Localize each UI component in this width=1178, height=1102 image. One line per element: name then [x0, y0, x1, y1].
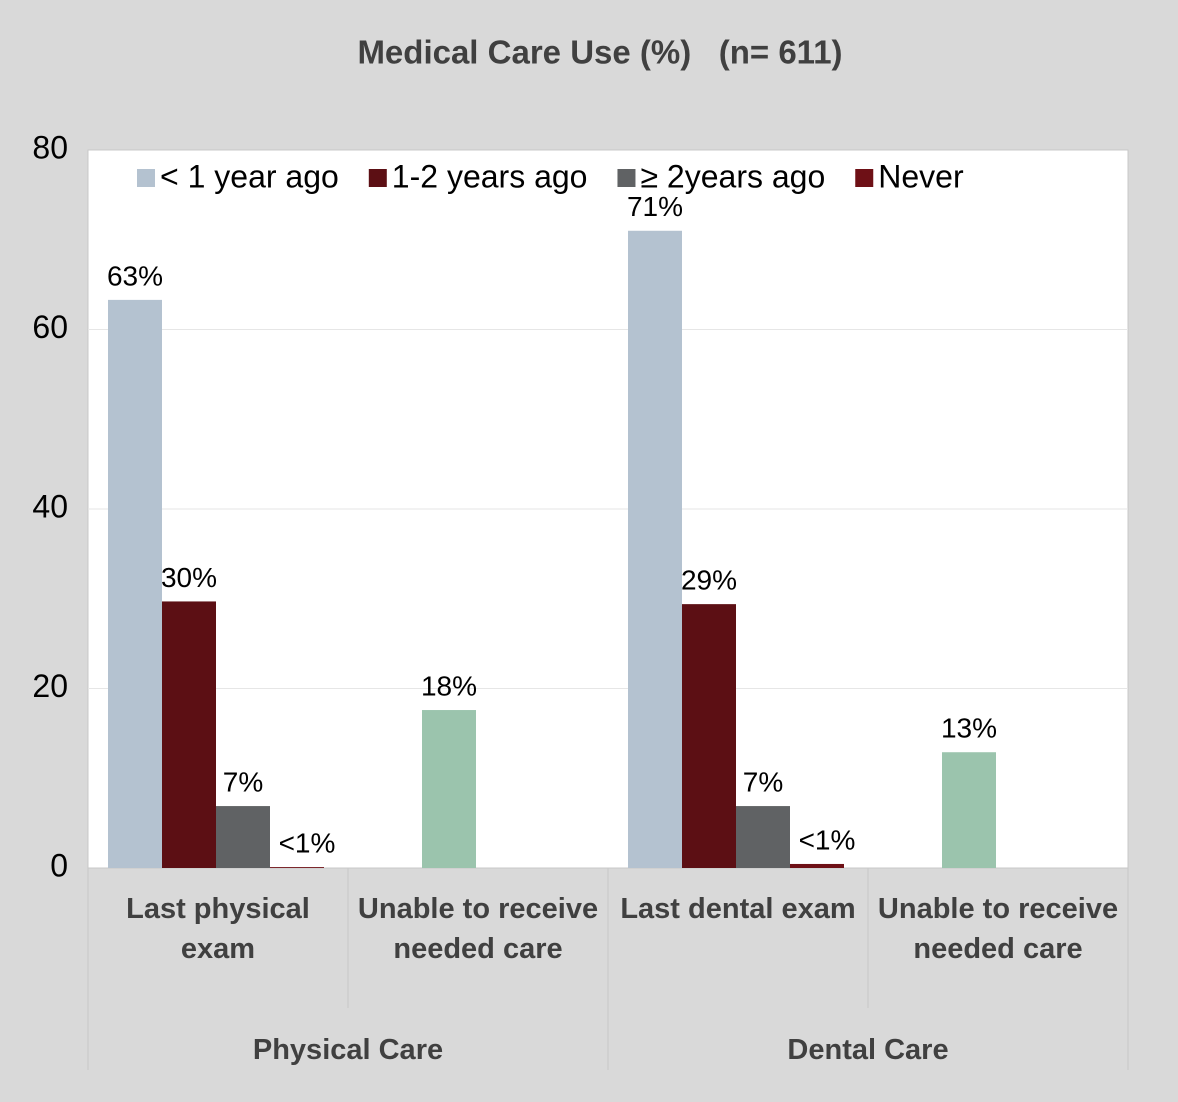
data-label: 71% — [627, 191, 683, 222]
x-tick-label: Unable to receive needed care — [877, 893, 1119, 965]
bar — [162, 601, 216, 868]
data-label: 13% — [941, 713, 997, 744]
bar — [736, 806, 790, 868]
bar — [216, 806, 270, 868]
y-tick-label: 0 — [50, 847, 68, 883]
legend-label: 1-2 years ago — [392, 158, 588, 194]
legend-swatch — [855, 169, 874, 187]
y-tick-label: 40 — [32, 488, 68, 524]
x-tick-label: Last dental exam — [620, 893, 856, 925]
group-label: Physical Care — [252, 1034, 444, 1066]
legend-label: ≥ 2years ago — [640, 158, 825, 194]
data-label: 29% — [681, 565, 737, 596]
data-label: 7% — [743, 766, 783, 797]
bar — [628, 230, 682, 868]
x-tick-label: Last physical exam — [126, 893, 310, 965]
data-label: <1% — [799, 824, 856, 855]
group-label: Dental Care — [787, 1034, 949, 1066]
legend-label: < 1 year ago — [160, 158, 339, 194]
data-label: <1% — [279, 827, 336, 858]
chart-title: Medical Care Use (%) (n= 611) — [357, 34, 842, 71]
data-label: 30% — [161, 562, 217, 593]
bar — [422, 710, 476, 868]
data-label: 18% — [421, 670, 477, 701]
y-tick-label: 20 — [32, 668, 68, 704]
y-tick-label: 60 — [32, 309, 68, 345]
bar — [790, 863, 844, 868]
legend-swatch — [617, 169, 636, 187]
legend-swatch — [137, 169, 155, 187]
y-tick-label: 80 — [32, 129, 68, 165]
legend-swatch — [368, 169, 387, 187]
bar — [942, 752, 996, 868]
bar — [108, 299, 162, 868]
data-label: 63% — [107, 260, 163, 291]
data-label: 7% — [223, 766, 263, 797]
legend-label: Never — [878, 158, 964, 194]
x-tick-label: Unable to receive needed care — [357, 893, 599, 965]
bar — [270, 867, 324, 868]
bar — [682, 604, 736, 868]
